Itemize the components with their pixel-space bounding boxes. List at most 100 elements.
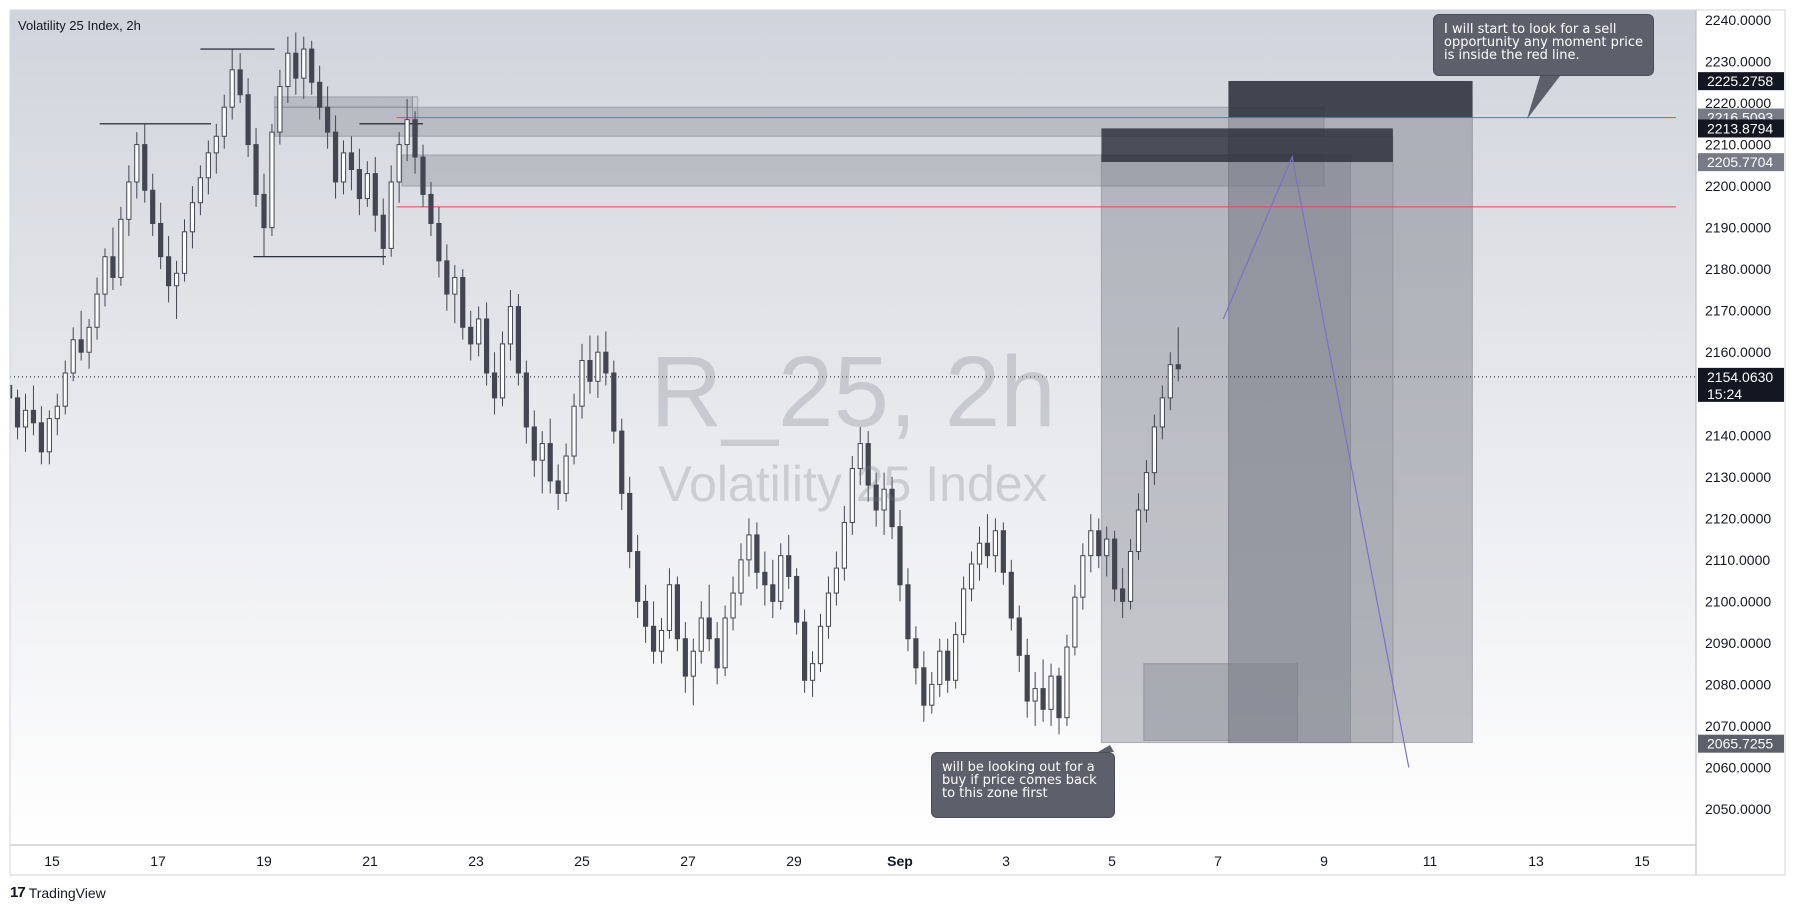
candle-body[interactable] [913,638,919,669]
candle-body[interactable] [674,584,680,640]
candle-body[interactable] [22,409,29,428]
candle-body[interactable] [976,542,983,565]
candle-body[interactable] [1080,555,1086,598]
candle-body[interactable] [690,650,696,677]
tradingview-brand[interactable]: 17 TradingView [10,884,106,901]
candle-body[interactable] [666,584,673,631]
candle-body[interactable] [205,152,211,179]
candle-body[interactable] [953,634,959,681]
candle-body[interactable] [468,326,474,345]
candle-body[interactable] [277,85,283,133]
candle-body[interactable] [372,173,378,216]
candle-body[interactable] [1000,530,1006,573]
candle-body[interactable] [285,52,291,87]
candle-body[interactable] [595,351,601,382]
zone-rect[interactable] [1228,135,1394,744]
price-badge[interactable] [1698,72,1784,91]
candle-body[interactable] [945,650,951,681]
candle-body[interactable] [507,306,514,345]
candle-body[interactable] [404,119,410,146]
zone-rect[interactable] [1100,154,1352,744]
candle-body[interactable] [213,135,219,154]
candle-body[interactable] [1016,617,1022,656]
candle-body[interactable] [499,343,506,399]
candle-body[interactable] [452,276,458,295]
candle-body[interactable] [1135,509,1142,553]
candle-body[interactable] [62,372,68,407]
candle-body[interactable] [921,667,927,706]
candle-body[interactable] [650,625,657,652]
candle-body[interactable] [865,443,871,486]
candle-body[interactable] [150,189,156,224]
candle-body[interactable] [833,567,839,594]
candle-body[interactable] [730,592,736,619]
candle-body[interactable] [762,571,768,586]
candle-body[interactable] [786,555,792,577]
candle-body[interactable] [491,372,498,399]
zone-rect[interactable] [1228,80,1473,744]
candle-body[interactable] [531,426,537,461]
candle-body[interactable] [714,638,720,669]
candle-body[interactable] [1143,472,1150,511]
candle-body[interactable] [348,152,355,170]
candle-body[interactable] [658,629,665,652]
candle-body[interactable] [1159,397,1165,428]
zone-rect[interactable] [274,96,413,108]
candle-body[interactable] [484,318,490,374]
candle-body[interactable] [523,372,529,428]
candle-body[interactable] [380,214,386,249]
buy-note[interactable]: will be looking out for a buy if price c… [931,752,1115,818]
candle-body[interactable] [412,119,418,158]
candle-body[interactable] [460,276,466,328]
candle-body[interactable] [754,534,760,573]
candle-body[interactable] [46,418,52,453]
candle-body[interactable] [635,551,641,602]
candle-body[interactable] [873,484,879,511]
sell-note[interactable]: I will start to look for a sell opportun… [1433,14,1654,76]
candle-body[interactable] [134,144,140,183]
candle-body[interactable] [579,360,585,407]
target-box[interactable] [1228,81,1473,118]
candle-body[interactable] [317,81,323,108]
candle-body[interactable] [984,542,991,557]
candle-body[interactable] [197,177,204,204]
candle-body[interactable] [158,222,164,258]
candle-body[interactable] [1032,688,1038,702]
candle-body[interactable] [881,488,887,511]
candle-body[interactable] [428,193,434,224]
candle-body[interactable] [142,144,148,191]
candle-body[interactable] [356,168,362,200]
candle-body[interactable] [619,430,625,494]
candle-body[interactable] [1040,688,1046,710]
candle-body[interactable] [1112,538,1118,590]
candle-body[interactable] [340,152,347,183]
candle-body[interactable] [770,584,776,602]
candle-body[interactable] [189,202,196,233]
candle-body[interactable] [364,173,370,200]
candle-body[interactable] [1104,538,1110,557]
candle-body[interactable] [889,488,895,528]
candle-body[interactable] [857,443,863,469]
candle-body[interactable] [293,52,299,79]
candle-body[interactable] [78,339,84,353]
candle-body[interactable] [682,638,688,677]
candle-body[interactable] [825,592,832,627]
candle-body[interactable] [849,467,855,523]
candle-body[interactable] [929,683,935,706]
candle-body[interactable] [1175,364,1181,370]
symbol-title[interactable]: Volatility 25 Index, 2h [18,18,141,33]
candle-body[interactable] [1008,571,1014,619]
candle-body[interactable] [38,422,44,453]
candle-body[interactable] [181,231,188,274]
candle-body[interactable] [1072,596,1078,648]
candle-body[interactable] [539,443,545,461]
candle-body[interactable] [229,69,235,108]
target-box[interactable] [1101,128,1393,163]
candle-body[interactable] [261,193,267,229]
candle-body[interactable] [555,480,561,494]
candle-body[interactable] [571,405,577,457]
candle-body[interactable] [325,106,331,133]
zone-rect[interactable] [1143,663,1299,741]
price-badge[interactable] [1698,153,1784,172]
